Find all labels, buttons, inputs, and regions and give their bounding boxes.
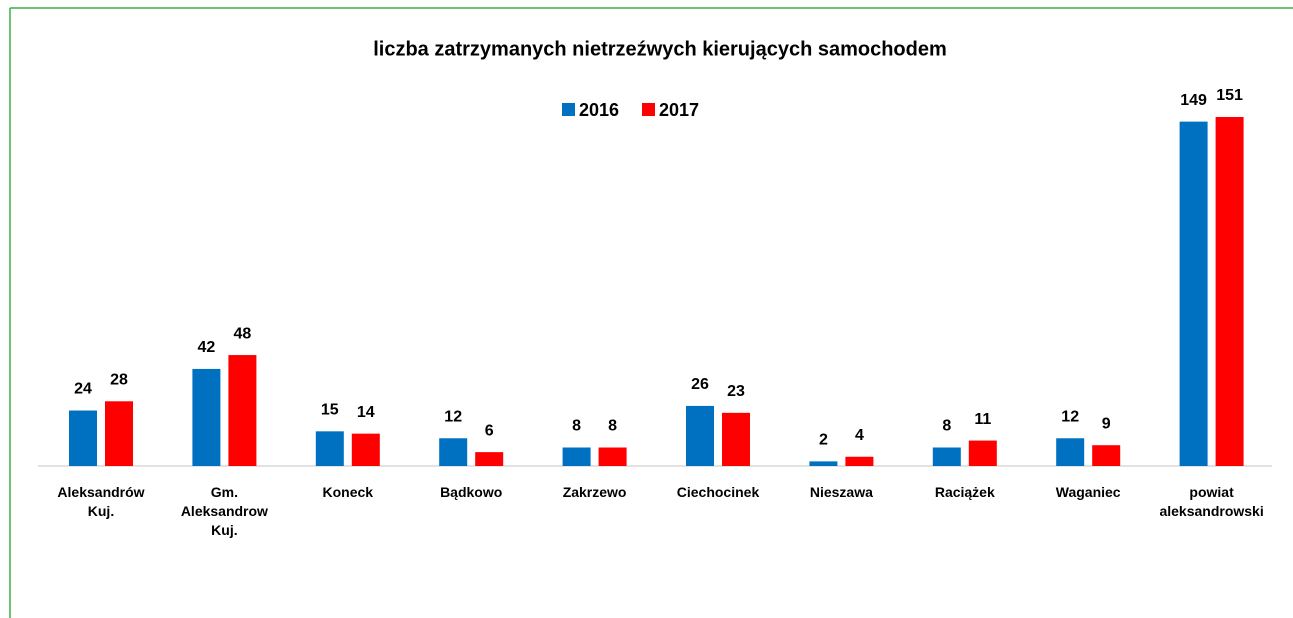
bar (1056, 438, 1085, 466)
bar (598, 447, 627, 466)
data-label: 8 (608, 418, 617, 435)
data-label: 12 (444, 408, 462, 425)
legend-swatch (562, 103, 575, 116)
bar (105, 401, 133, 466)
bar (351, 433, 380, 466)
data-label: 11 (974, 411, 991, 428)
data-label: 28 (110, 372, 128, 389)
x-tick-label: Zakrzewo (562, 484, 627, 500)
data-label: 24 (74, 381, 92, 398)
bar (1215, 117, 1244, 466)
x-tick-label: Koneck (322, 484, 374, 500)
data-label: 9 (1102, 415, 1111, 432)
chart-title: liczba zatrzymanych nietrzeźwych kierują… (373, 38, 947, 60)
data-label: 2 (819, 432, 828, 449)
x-tick-label: Aleksandrów Kuj. (57, 484, 145, 519)
x-tick-label: Raciążek (934, 484, 995, 500)
legend-label: 2017 (659, 100, 699, 120)
data-label: 48 (234, 325, 252, 342)
data-label: 14 (357, 404, 375, 421)
data-label: 12 (1061, 408, 1079, 425)
bar (932, 447, 961, 466)
data-label: 15 (321, 402, 339, 419)
bar (315, 431, 344, 466)
bar (562, 447, 591, 466)
data-label: 149 (1180, 92, 1207, 109)
x-tick-label: powiat aleksandrowski (1159, 484, 1264, 519)
bar (69, 410, 97, 466)
x-tick-label: Waganiec (1055, 484, 1121, 500)
data-label: 8 (942, 418, 951, 435)
data-label: 8 (572, 418, 581, 435)
bar (439, 438, 468, 466)
bar (192, 368, 221, 466)
bar (968, 440, 997, 466)
legend-swatch (642, 103, 655, 116)
data-label: 6 (485, 422, 494, 439)
data-label: 4 (855, 427, 864, 444)
bar (1092, 445, 1121, 466)
data-label: 23 (727, 383, 745, 400)
x-tick-label: Bądkowo (440, 484, 503, 500)
x-tick-label: Nieszawa (809, 484, 873, 500)
data-label: 42 (198, 339, 216, 356)
legend-label: 2016 (579, 100, 619, 120)
bar (228, 355, 257, 466)
bar (686, 405, 714, 466)
x-tick-label: Ciechocinek (676, 484, 760, 500)
bar (1179, 121, 1208, 467)
data-label: 26 (691, 376, 709, 393)
x-tick-label: Gm. Aleksandrow Kuj. (180, 484, 268, 538)
bar (722, 412, 750, 466)
data-label: 151 (1216, 87, 1243, 104)
bar (845, 456, 874, 466)
bar (809, 461, 838, 466)
bar (475, 452, 504, 466)
